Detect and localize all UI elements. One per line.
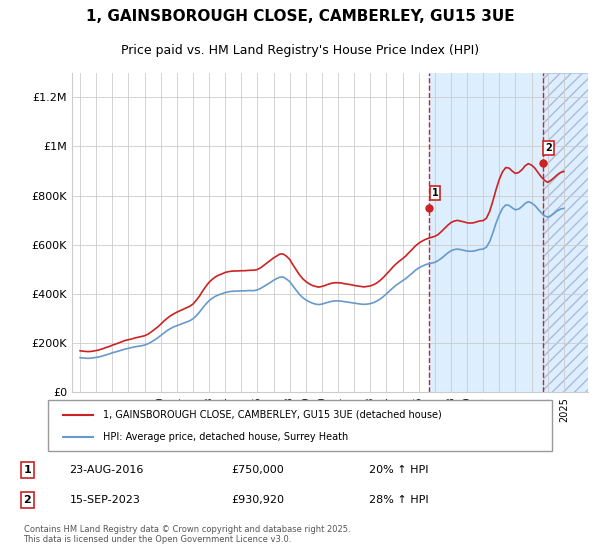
Text: 2: 2 [23,495,31,505]
Text: 1, GAINSBOROUGH CLOSE, CAMBERLEY, GU15 3UE: 1, GAINSBOROUGH CLOSE, CAMBERLEY, GU15 3… [86,10,514,24]
Text: Contains HM Land Registry data © Crown copyright and database right 2025.
This d: Contains HM Land Registry data © Crown c… [23,525,350,544]
Text: HPI: Average price, detached house, Surrey Heath: HPI: Average price, detached house, Surr… [103,432,349,442]
Bar [543,73,588,392]
Text: 15-SEP-2023: 15-SEP-2023 [70,495,140,505]
Text: £750,000: £750,000 [231,465,284,475]
Text: 28% ↑ HPI: 28% ↑ HPI [369,495,429,505]
Text: 1: 1 [431,188,438,198]
FancyBboxPatch shape [48,400,552,451]
Text: 1: 1 [23,465,31,475]
Text: 2: 2 [545,143,552,153]
Text: £930,920: £930,920 [231,495,284,505]
Bar [543,73,588,392]
Text: Price paid vs. HM Land Registry's House Price Index (HPI): Price paid vs. HM Land Registry's House … [121,44,479,57]
Bar [429,73,543,392]
Text: 23-AUG-2016: 23-AUG-2016 [70,465,144,475]
Text: 20% ↑ HPI: 20% ↑ HPI [369,465,428,475]
Text: 1, GAINSBOROUGH CLOSE, CAMBERLEY, GU15 3UE (detached house): 1, GAINSBOROUGH CLOSE, CAMBERLEY, GU15 3… [103,409,442,419]
